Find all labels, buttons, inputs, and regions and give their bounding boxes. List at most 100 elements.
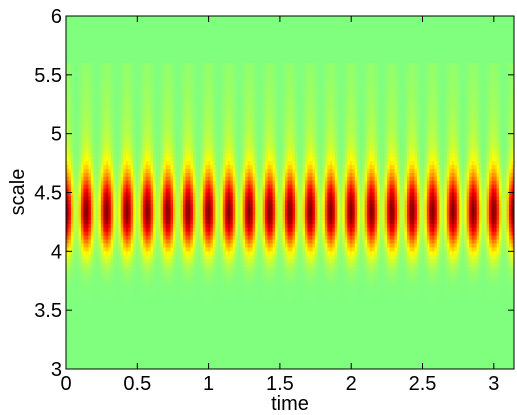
heatmap-cell [449,74,453,80]
heatmap-cell [95,94,99,99]
heatmap-cell [489,106,493,111]
heatmap-cell [143,78,147,84]
heatmap-cell [389,51,393,56]
heatmap-cell [138,19,142,25]
heatmap-cell [195,78,199,84]
heatmap-cell [506,23,510,29]
heatmap-cell [302,31,306,37]
heatmap-cell [265,90,269,96]
heatmap-cell [138,90,142,96]
heatmap-cell [272,90,276,96]
heatmap-cell [227,63,231,68]
heatmap-cell [160,74,164,80]
heatmap-cell [230,121,234,127]
heatmap-cell [309,19,313,25]
heatmap-cell [95,86,99,92]
heatmap-cell [461,86,465,92]
heatmap-cell [384,55,388,60]
heatmap-cell [88,110,92,115]
heatmap-cell [237,51,241,56]
heatmap-cell [232,121,236,127]
heatmap-cell [382,51,386,56]
heatmap-cell [454,19,458,25]
heatmap-cell [382,82,386,88]
heatmap-cell [252,66,256,72]
heatmap-cell [190,66,194,72]
heatmap-cell [314,70,318,76]
heatmap-cell [496,16,500,21]
heatmap-cell [364,51,368,56]
heatmap-cell [232,70,236,76]
heatmap-cell [80,35,85,41]
heatmap-cell [245,35,249,41]
heatmap-cell [287,59,291,64]
heatmap-cell [399,39,403,45]
heatmap-cell [454,78,458,84]
heatmap-cell [392,51,396,56]
heatmap-cell [113,63,117,68]
heatmap-cell [195,23,199,29]
heatmap-cell [349,94,353,99]
heatmap-cell [327,114,331,119]
heatmap-cell [265,117,269,123]
heatmap-cell [68,121,72,127]
heatmap-cell [394,121,398,127]
heatmap-cell [85,19,89,25]
heatmap-cell [128,27,132,33]
heatmap-cell [100,70,104,76]
heatmap-cell [148,98,152,103]
heatmap-cell [68,78,72,84]
heatmap-cell [133,23,137,29]
heatmap-cell [290,86,294,92]
heatmap-cell [262,16,266,21]
heatmap-cell [85,90,89,96]
heatmap-cell [404,31,408,37]
heatmap-cell [411,16,416,21]
heatmap-cell [297,86,301,92]
heatmap-cell [182,55,187,60]
heatmap-cell [431,55,435,60]
heatmap-cell [185,35,189,41]
heatmap-cell [449,78,453,84]
heatmap-cell [324,31,328,37]
heatmap-cell [451,110,455,115]
heatmap-cell [153,90,157,96]
heatmap-cell [334,16,338,21]
heatmap-cell [451,114,455,119]
heatmap-cell [155,121,159,127]
heatmap-cell [255,23,259,29]
heatmap-cell [307,117,311,123]
heatmap-cell [506,82,510,88]
heatmap-cell [319,55,323,60]
heatmap-cell [334,59,338,64]
heatmap-cell [434,90,438,96]
heatmap-cell [464,66,468,72]
heatmap-cell [215,16,219,21]
heatmap-cell [297,82,301,88]
heatmap-cell [292,47,296,52]
heatmap-cell [362,39,366,45]
heatmap-cell [143,90,147,96]
heatmap-cell [113,86,117,92]
heatmap-cell [163,82,167,88]
heatmap-cell [170,110,174,115]
heatmap-cell [88,102,92,107]
heatmap-cell [411,114,416,119]
heatmap-cell [220,102,224,107]
heatmap-cell [327,70,331,76]
heatmap-cell [357,82,361,88]
heatmap-cell [282,35,286,41]
heatmap-cell [80,86,85,92]
heatmap-cell [354,51,358,56]
heatmap-cell [411,39,416,45]
heatmap-cell [317,70,321,76]
heatmap-cell [153,55,157,60]
heatmap-cell [367,66,371,72]
heatmap-cell [322,47,326,52]
heatmap-cell [148,39,152,45]
heatmap-cell [359,55,363,60]
heatmap-cell [257,39,261,45]
heatmap-cell [143,114,147,119]
heatmap-cell [469,63,473,68]
heatmap-cell [347,63,351,68]
